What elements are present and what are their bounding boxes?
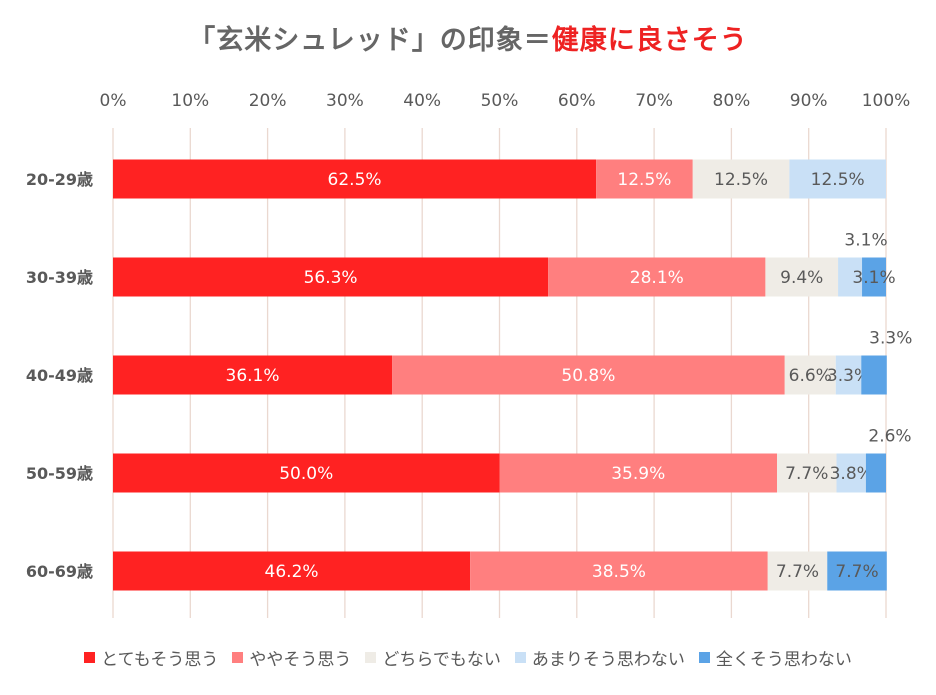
bar-segment — [861, 355, 887, 395]
data-label: 3.1% — [844, 231, 887, 251]
data-label: 3.3% — [869, 329, 912, 349]
bar-segment — [865, 453, 886, 493]
legend-item: とてもそう思う — [84, 645, 218, 670]
data-label: 56.3% — [304, 268, 358, 288]
x-tick-label: 80% — [713, 91, 751, 111]
legend-item: どちらでもない — [365, 645, 501, 670]
data-label: 38.5% — [592, 562, 646, 582]
bar-segment — [862, 257, 886, 297]
bar-segment — [548, 257, 766, 297]
y-category-label: 20-29歳 — [26, 170, 93, 189]
legend-swatch — [232, 652, 244, 663]
chart-legend: とてもそう思う ややそう思う どちらでもない あまりそう思わない 全くそう思わない — [0, 645, 936, 670]
data-label: 12.5% — [617, 170, 671, 190]
legend-swatch — [698, 652, 710, 663]
data-label: 46.2% — [265, 562, 319, 582]
chart-title-highlight: 健康に良さそう — [551, 25, 748, 56]
y-category-label: 40-49歳 — [26, 366, 93, 385]
bar-segment — [765, 257, 839, 297]
bar-segment — [777, 453, 837, 493]
bar-segment — [499, 453, 778, 493]
data-label: 3.8% — [830, 464, 873, 484]
legend-item: あまりそう思わない — [514, 645, 685, 670]
x-tick-label: 20% — [249, 91, 287, 111]
data-label: 7.7% — [835, 562, 878, 582]
legend-swatch — [365, 652, 377, 663]
x-tick-label: 10% — [171, 91, 209, 111]
data-label: 12.5% — [714, 170, 768, 190]
legend-swatch — [514, 652, 526, 663]
x-tick-label: 30% — [326, 91, 364, 111]
data-label: 12.5% — [811, 170, 865, 190]
bar-segment — [113, 257, 549, 297]
data-label: 3.3% — [827, 366, 870, 386]
bar-segment — [836, 453, 866, 493]
bar-segment — [113, 453, 500, 493]
x-tick-label: 70% — [635, 91, 673, 111]
bar-segment — [113, 551, 471, 591]
data-label: 6.6% — [789, 366, 832, 386]
bar-segment — [789, 159, 886, 199]
bar-segment — [596, 159, 693, 199]
x-tick-label: 60% — [558, 91, 596, 111]
x-tick-label: 50% — [481, 91, 519, 111]
bar-segment — [767, 551, 828, 591]
legend-label: 全くそう思わない — [715, 650, 852, 670]
bar-segment — [784, 355, 836, 395]
legend-label: どちらでもない — [382, 650, 501, 670]
legend-label: あまりそう思わない — [531, 650, 685, 670]
data-label: 28.1% — [630, 268, 684, 288]
bar-segment — [835, 355, 862, 395]
chart-title-prefix: 「玄米シュレッド」の印象＝ — [188, 25, 552, 56]
data-label: 7.7% — [776, 562, 819, 582]
legend-label: とてもそう思う — [101, 650, 219, 670]
bar-segment — [470, 551, 768, 591]
bar-segment — [113, 159, 597, 199]
bar-segment — [692, 159, 790, 199]
data-label: 36.1% — [226, 366, 280, 386]
legend-swatch — [84, 652, 96, 663]
stacked-bar-chart: 0% 10% 20% 30% 40% 50% 60% 70% 80% 90% 100% 20-29歳 3… — [26, 91, 912, 618]
y-category-label: 50-59歳 — [26, 464, 93, 483]
x-tick-label: 100% — [862, 91, 911, 111]
bar-segment — [838, 257, 863, 297]
legend-label: ややそう思う — [249, 650, 352, 670]
legend-item: 全くそう思わない — [698, 645, 852, 670]
x-tick-label: 0% — [100, 91, 127, 111]
data-label: 2.6% — [868, 427, 911, 447]
chart-title: 「玄米シュレッド」の印象＝健康に良さそう — [0, 18, 936, 57]
data-label: 3.1% — [852, 268, 895, 288]
x-tick-label: 40% — [403, 91, 441, 111]
data-label: 9.4% — [780, 268, 823, 288]
legend-item: ややそう思う — [232, 645, 351, 670]
data-label: 7.7% — [785, 464, 828, 484]
data-label: 35.9% — [611, 464, 665, 484]
bar-segment — [392, 355, 785, 395]
y-category-label: 60-69歳 — [26, 562, 93, 581]
data-label: 62.5% — [328, 170, 382, 190]
data-label: 50.8% — [561, 366, 615, 386]
x-tick-label: 90% — [790, 91, 828, 111]
data-label: 50.0% — [279, 464, 333, 484]
y-category-label: 30-39歳 — [26, 268, 93, 287]
bar-segment — [827, 551, 887, 591]
bar-segment — [113, 355, 393, 395]
